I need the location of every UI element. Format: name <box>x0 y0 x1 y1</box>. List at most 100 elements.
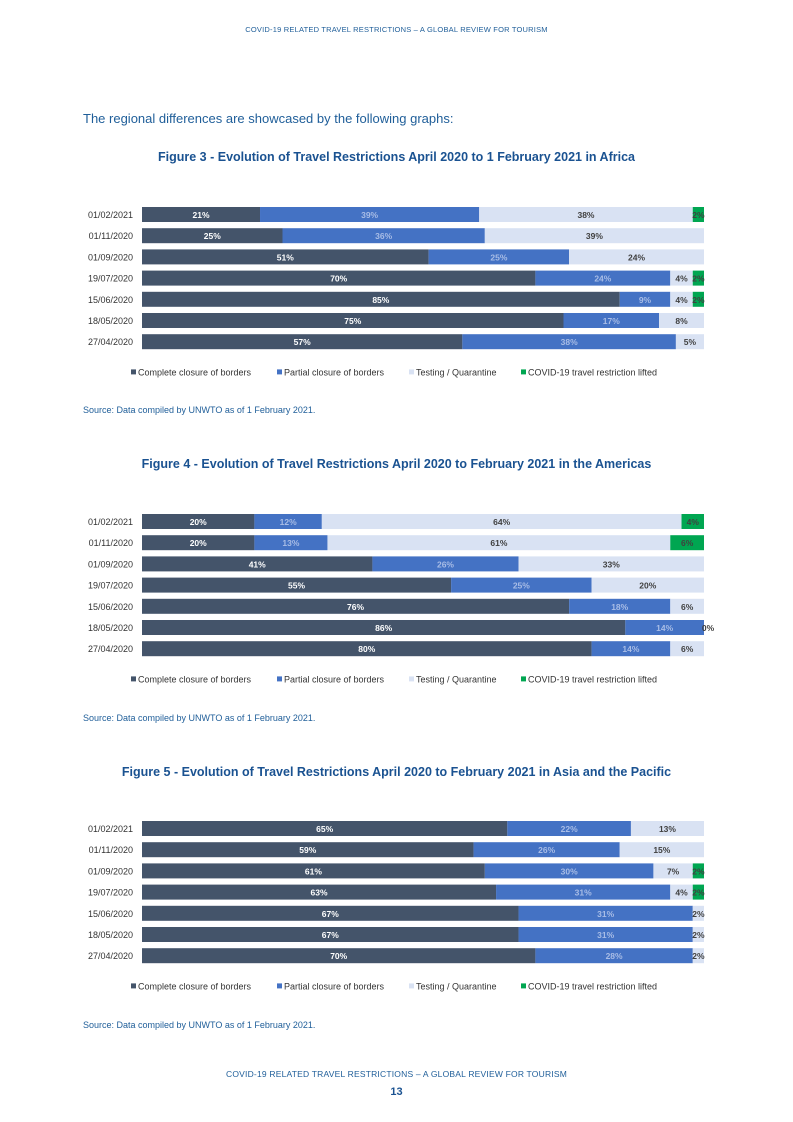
bar-segment-partial <box>496 884 671 900</box>
data-label-partial: 31% <box>597 930 614 940</box>
data-label-complete: 85% <box>372 295 389 305</box>
data-label-partial: 36% <box>375 231 392 241</box>
data-label-complete: 59% <box>299 845 316 855</box>
running-header: COVID-19 RELATED TRAVEL RESTRICTIONS – A… <box>245 25 548 34</box>
data-label-lifted: 2% <box>692 210 705 220</box>
bar-segment-complete <box>142 905 519 921</box>
bar-segment-complete <box>142 334 463 350</box>
bar-segment-complete <box>142 863 485 879</box>
data-label-lifted: 2% <box>692 866 705 876</box>
bar-segment-complete <box>142 249 429 265</box>
bar-segment-partial <box>372 556 519 572</box>
bar-segment-testing <box>569 249 704 265</box>
legend-swatch-complete <box>131 983 136 989</box>
legend-swatch-lifted <box>521 983 526 989</box>
data-label-complete: 75% <box>344 316 361 326</box>
bar-segment-complete <box>142 821 508 836</box>
data-label-partial: 25% <box>513 581 530 591</box>
data-label-testing: 15% <box>653 845 670 855</box>
legend-label-lifted: COVID-19 travel restriction lifted <box>528 367 657 377</box>
figure-5-title: Figure 5 - Evolution of Travel Restricti… <box>121 765 672 779</box>
legend-label-complete: Complete closure of borders <box>138 367 252 377</box>
bar-segment-lifted <box>670 535 704 551</box>
bar-segment-partial <box>462 334 676 350</box>
category-label: 18/05/2020 <box>88 623 133 633</box>
bar-segment-complete <box>142 228 283 244</box>
bar-segment-testing <box>653 863 693 879</box>
bar-segment-testing <box>479 207 693 222</box>
category-label: 01/02/2021 <box>88 517 133 527</box>
legend-label-complete: Complete closure of borders <box>138 981 252 991</box>
legend-swatch-partial <box>277 983 282 989</box>
data-label-lifted: 2% <box>692 274 705 284</box>
data-label-partial: 17% <box>603 316 620 326</box>
bar-segment-partial <box>484 863 654 879</box>
data-label-testing: 61% <box>490 538 507 548</box>
figure-3-title: Figure 3 - Evolution of Travel Restricti… <box>158 150 635 164</box>
category-label: 01/09/2020 <box>88 866 133 876</box>
legend-label-testing: Testing / Quarantine <box>416 981 497 991</box>
bar-segment-complete <box>142 842 474 858</box>
bar-segment-testing <box>591 577 704 593</box>
legend-label-partial: Partial closure of borders <box>284 981 385 991</box>
bar-segment-lifted <box>692 270 704 286</box>
data-label-testing: 24% <box>628 252 645 262</box>
bar-segment-complete <box>142 270 536 286</box>
category-label: 19/07/2020 <box>88 581 133 591</box>
legend-swatch-testing <box>409 676 414 682</box>
bar-segment-testing <box>670 291 693 307</box>
bar-segment-complete <box>142 927 519 942</box>
data-label-complete: 63% <box>311 888 328 898</box>
bar-segment-partial <box>428 249 570 265</box>
bar-segment-partial <box>473 842 620 858</box>
data-label-lifted: 4% <box>687 517 700 527</box>
bar-segment-partial <box>518 927 693 942</box>
data-label-complete: 55% <box>288 581 305 591</box>
category-label: 18/05/2020 <box>88 930 133 940</box>
data-label-complete: 57% <box>294 337 311 347</box>
data-label-complete: 20% <box>190 538 207 548</box>
category-label: 27/04/2020 <box>88 951 133 961</box>
data-label-testing: 13% <box>659 824 676 834</box>
bar-segment-complete <box>142 948 536 964</box>
bar-segment-complete <box>142 313 564 328</box>
bar-segment-partial <box>260 207 480 222</box>
data-label-partial: 31% <box>575 888 592 898</box>
figure-3-chart: 01/02/2021 21% 39% 38% 2% 01/11/2020 25% 36% 39%… <box>88 207 705 377</box>
data-label-complete: 41% <box>249 559 266 569</box>
data-label-partial: 39% <box>361 210 378 220</box>
category-label: 19/07/2020 <box>88 274 133 284</box>
bar-segment-partial <box>254 535 328 551</box>
figure-4-chart: 01/02/2021 20% 12% 64% 4% 01/11/2020 20% 13% 61%… <box>88 514 715 684</box>
category-label: 19/07/2020 <box>88 888 133 898</box>
category-label: 01/09/2020 <box>88 559 133 569</box>
bar-segment-testing <box>670 641 704 657</box>
legend-swatch-lifted <box>521 369 526 375</box>
running-footer: COVID-19 RELATED TRAVEL RESTRICTIONS – A… <box>226 1069 567 1079</box>
data-label-partial: 38% <box>561 337 578 347</box>
data-label-partial: 25% <box>490 252 507 262</box>
bar-segment-complete <box>142 291 620 307</box>
bar-segment-lifted <box>681 514 704 529</box>
bar-segment-testing <box>484 228 704 244</box>
legend-swatch-partial <box>277 676 282 682</box>
legend-label-partial: Partial closure of borders <box>284 367 385 377</box>
data-label-partial: 12% <box>280 517 297 527</box>
legend-swatch-testing <box>409 369 414 375</box>
intro-paragraph: The regional differences are showcased b… <box>83 111 454 126</box>
bar-segment-testing <box>321 514 682 529</box>
legend-swatch-lifted <box>521 676 526 682</box>
legend-swatch-complete <box>131 369 136 375</box>
bar-segment-partial <box>591 641 671 657</box>
legend-label-testing: Testing / Quarantine <box>416 674 497 684</box>
data-label-partial: 13% <box>282 538 299 548</box>
data-label-complete: 80% <box>358 644 375 654</box>
bar-segment-partial <box>451 577 592 593</box>
data-label-partial: 31% <box>597 909 614 919</box>
data-label-complete: 51% <box>277 252 294 262</box>
bar-segment-testing <box>630 821 704 836</box>
legend-label-lifted: COVID-19 travel restriction lifted <box>528 674 657 684</box>
data-label-complete: 21% <box>193 210 210 220</box>
category-label: 01/02/2021 <box>88 824 133 834</box>
bar-segment-testing <box>670 270 693 286</box>
